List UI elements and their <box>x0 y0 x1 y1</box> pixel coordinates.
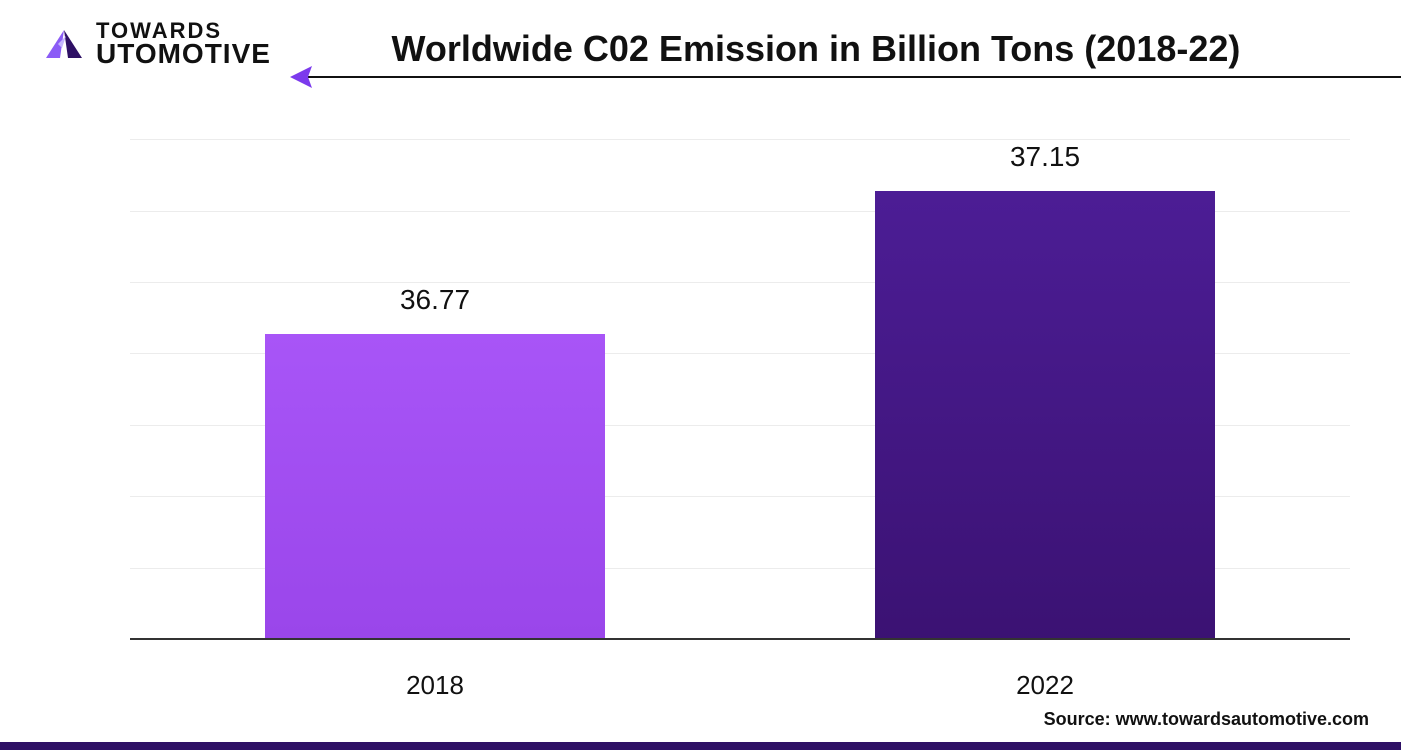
logo-icon <box>40 20 88 68</box>
bar <box>265 334 605 640</box>
x-axis-labels: 2018 2022 <box>130 650 1350 701</box>
chart-title: Worldwide C02 Emission in Billion Tons (… <box>271 28 1361 70</box>
source-text: Source: www.towardsautomotive.com <box>1044 709 1369 730</box>
arrow-left-icon <box>290 66 318 88</box>
chart-area: 36.77 37.15 <box>130 130 1350 640</box>
bar-group: 36.77 <box>265 284 605 640</box>
bar-value-label: 37.15 <box>1010 141 1080 173</box>
x-axis-label: 2022 <box>875 670 1215 701</box>
bar-group: 37.15 <box>875 141 1215 640</box>
logo-text: TOWARDS UTOMOTIVE <box>96 20 271 68</box>
logo: TOWARDS UTOMOTIVE <box>40 20 271 68</box>
logo-line2: UTOMOTIVE <box>96 40 271 68</box>
header: TOWARDS UTOMOTIVE Worldwide C02 Emission… <box>0 0 1401 70</box>
bars-container: 36.77 37.15 <box>130 130 1350 640</box>
divider-line <box>305 76 1401 78</box>
baseline <box>130 638 1350 640</box>
bar <box>875 191 1215 640</box>
footer-stripe <box>0 742 1401 750</box>
title-wrap: Worldwide C02 Emission in Billion Tons (… <box>271 20 1401 70</box>
bar-value-label: 36.77 <box>400 284 470 316</box>
x-axis-label: 2018 <box>265 670 605 701</box>
